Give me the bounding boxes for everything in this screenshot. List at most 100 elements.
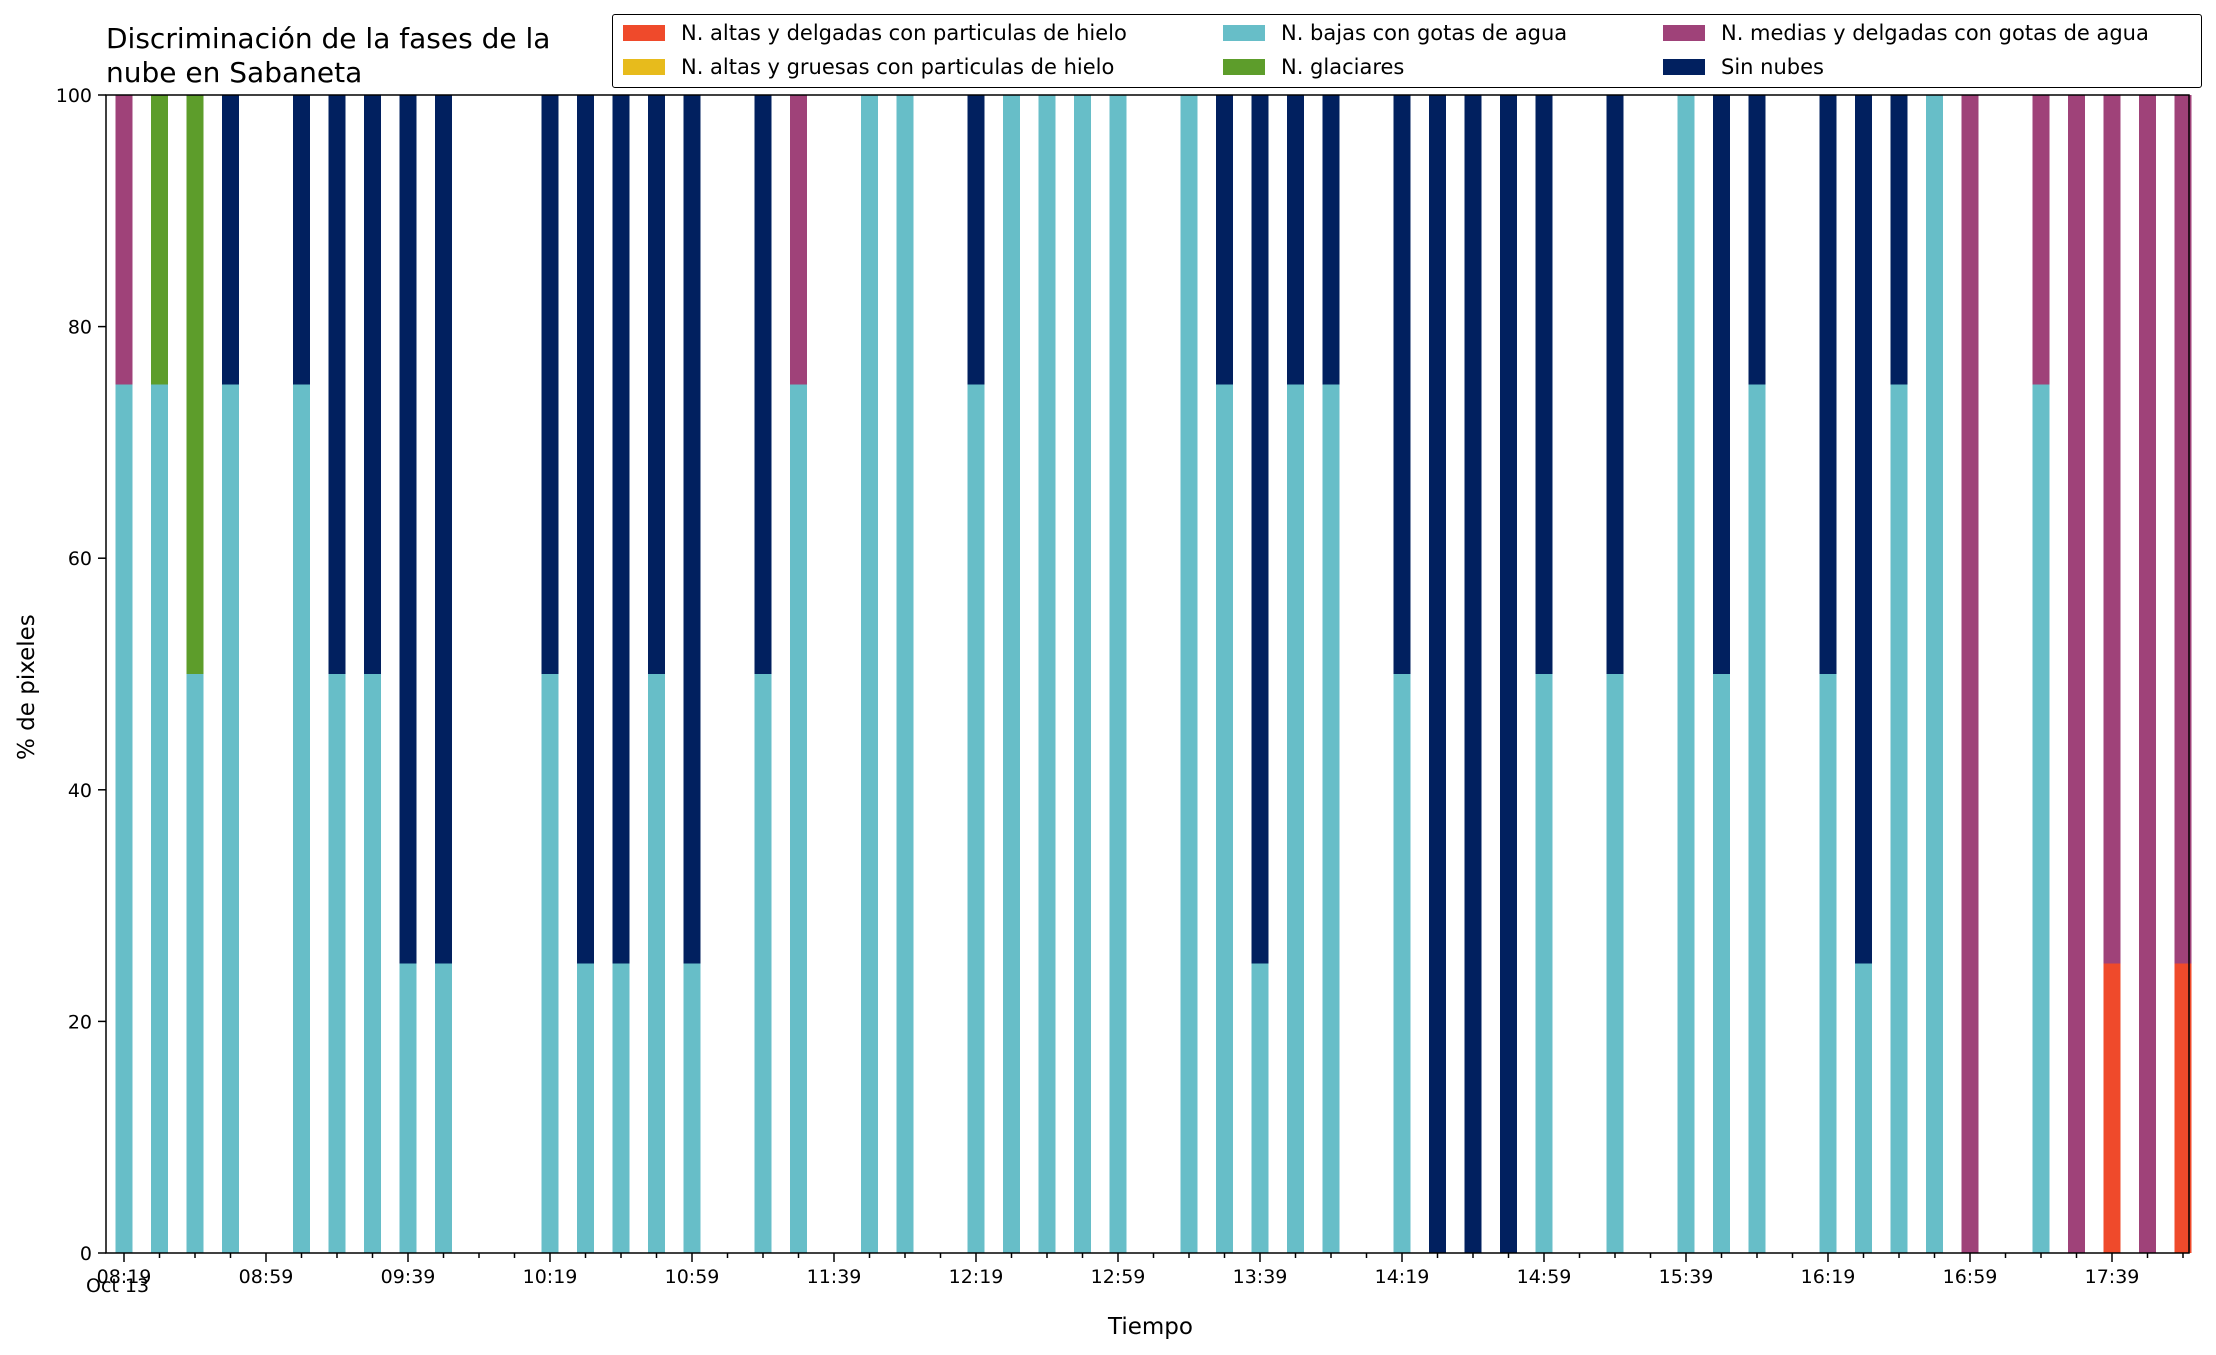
bar-segment — [1748, 95, 1766, 385]
bar-segment — [1606, 95, 1624, 674]
bar-segment — [2032, 384, 2050, 1253]
bar-segment — [115, 384, 133, 1253]
bar-segment — [151, 95, 168, 385]
bar-segment — [1251, 963, 1269, 1253]
bar-segment — [399, 963, 417, 1253]
y-tick-label: 80 — [68, 317, 92, 339]
bar-segment — [1500, 95, 1517, 1253]
x-tick-label: 10:19 — [523, 1266, 578, 1288]
bar-segment — [1535, 674, 1553, 1253]
bar-segment — [222, 95, 239, 385]
bar-segment — [151, 384, 168, 1253]
bar-segment — [2174, 95, 2192, 964]
bar-segment — [1322, 95, 1340, 385]
bar-segment — [435, 963, 452, 1253]
bar-segment — [1713, 674, 1730, 1253]
legend-swatch — [1663, 25, 1705, 41]
bar-segment — [1961, 95, 1979, 1253]
legend-label: N. altas y delgadas con particulas de hi… — [681, 21, 1127, 45]
bar-segment — [293, 384, 310, 1253]
bar-segment — [1216, 95, 1233, 385]
bar-segment — [1109, 95, 1127, 1253]
x-axis-label: Tiempo — [1108, 1314, 1193, 1340]
bar-segment — [186, 674, 204, 1253]
bar-segment — [577, 963, 594, 1253]
bar-segment — [1819, 674, 1837, 1253]
bar-segment — [683, 963, 701, 1253]
bar-segment — [1890, 95, 1908, 385]
x-tick-label: 10:59 — [665, 1266, 720, 1288]
x-tick-label: 08:19 — [97, 1266, 152, 1288]
bar-segment — [364, 95, 381, 674]
bar-segment — [328, 674, 346, 1253]
bar-segment — [1074, 95, 1091, 1253]
bar-segment — [1393, 95, 1411, 674]
x-axis: 08:19 08:59 09:39 10:19 10:59 11:39 12:19 12:59… — [97, 1253, 2184, 1288]
legend-swatch — [1223, 25, 1265, 41]
legend-label: N. glaciares — [1281, 55, 1405, 79]
plot-frame — [105, 94, 2190, 1254]
bar-segment — [541, 95, 559, 674]
bar-segment — [1251, 95, 1269, 964]
bar-segment — [1748, 384, 1766, 1253]
legend-swatch — [1663, 59, 1705, 75]
bar-segment — [2032, 95, 2050, 385]
legend-item: Sin nubes — [1663, 55, 1824, 79]
bar-segment — [1535, 95, 1553, 674]
bar-segment — [2103, 963, 2121, 1253]
bar-segment — [1606, 674, 1624, 1253]
x-axis-date-label: Oct 13 — [86, 1275, 150, 1297]
legend-label: N. altas y gruesas con particulas de hie… — [681, 55, 1115, 79]
bar-segment — [2139, 95, 2156, 1253]
bar-segment — [115, 95, 133, 385]
legend: N. altas y delgadas con particulas de hi… — [612, 14, 2202, 88]
bar-segment — [1287, 384, 1304, 1253]
bar-segment — [754, 95, 772, 674]
bar-segment — [399, 95, 417, 964]
x-tick-label: 12:59 — [1091, 1266, 1146, 1288]
legend-swatch — [623, 25, 665, 41]
x-tick-label: 14:59 — [1517, 1266, 1572, 1288]
legend-item: N. glaciares — [1223, 55, 1404, 79]
bar-segment — [1216, 384, 1233, 1253]
bar-segment — [754, 674, 772, 1253]
x-tick-label: 09:39 — [381, 1266, 436, 1288]
bar-segment — [1180, 95, 1198, 1253]
bar-segment — [1464, 95, 1482, 1253]
legend-label: N. medias y delgadas con gotas de agua — [1721, 21, 2149, 45]
bar-segment — [2174, 963, 2192, 1253]
y-tick-label: 20 — [68, 1011, 92, 1033]
chart-title: Discriminación de la fases de la nube en… — [106, 22, 551, 89]
x-tick-label: 16:19 — [1801, 1266, 1856, 1288]
bar-segment — [648, 674, 665, 1253]
bar-segment — [1287, 95, 1304, 385]
bar-segment — [1677, 95, 1695, 1253]
legend-item: N. bajas con gotas de agua — [1223, 21, 1567, 45]
x-tick-label: 12:19 — [949, 1266, 1004, 1288]
legend-swatch — [623, 59, 665, 75]
legend-item: N. altas y gruesas con particulas de hie… — [623, 55, 1114, 79]
bar-segment — [1003, 95, 1020, 1253]
bar-segment — [2068, 95, 2085, 1253]
bar-segment — [1926, 95, 1943, 1253]
bar-segment — [648, 95, 665, 674]
y-tick-label: 0 — [80, 1243, 92, 1265]
bar-segment — [1855, 963, 1872, 1253]
y-tick-label: 60 — [68, 548, 92, 570]
bar-layer — [115, 95, 2192, 1253]
bar-segment — [2103, 95, 2121, 964]
x-tick-label: 08:59 — [239, 1266, 294, 1288]
bar-segment — [1429, 95, 1446, 1253]
bar-segment — [435, 95, 452, 964]
x-tick-label: 14:19 — [1375, 1266, 1430, 1288]
bar-segment — [1819, 95, 1837, 674]
bar-segment — [1038, 95, 1056, 1253]
bar-segment — [967, 95, 985, 385]
bar-segment — [790, 95, 807, 385]
x-tick-label: 17:39 — [2085, 1266, 2140, 1288]
bar-segment — [222, 384, 239, 1253]
x-tick-label: 13:39 — [1233, 1266, 1288, 1288]
y-tick-label: 40 — [68, 780, 92, 802]
bar-segment — [1890, 384, 1908, 1253]
